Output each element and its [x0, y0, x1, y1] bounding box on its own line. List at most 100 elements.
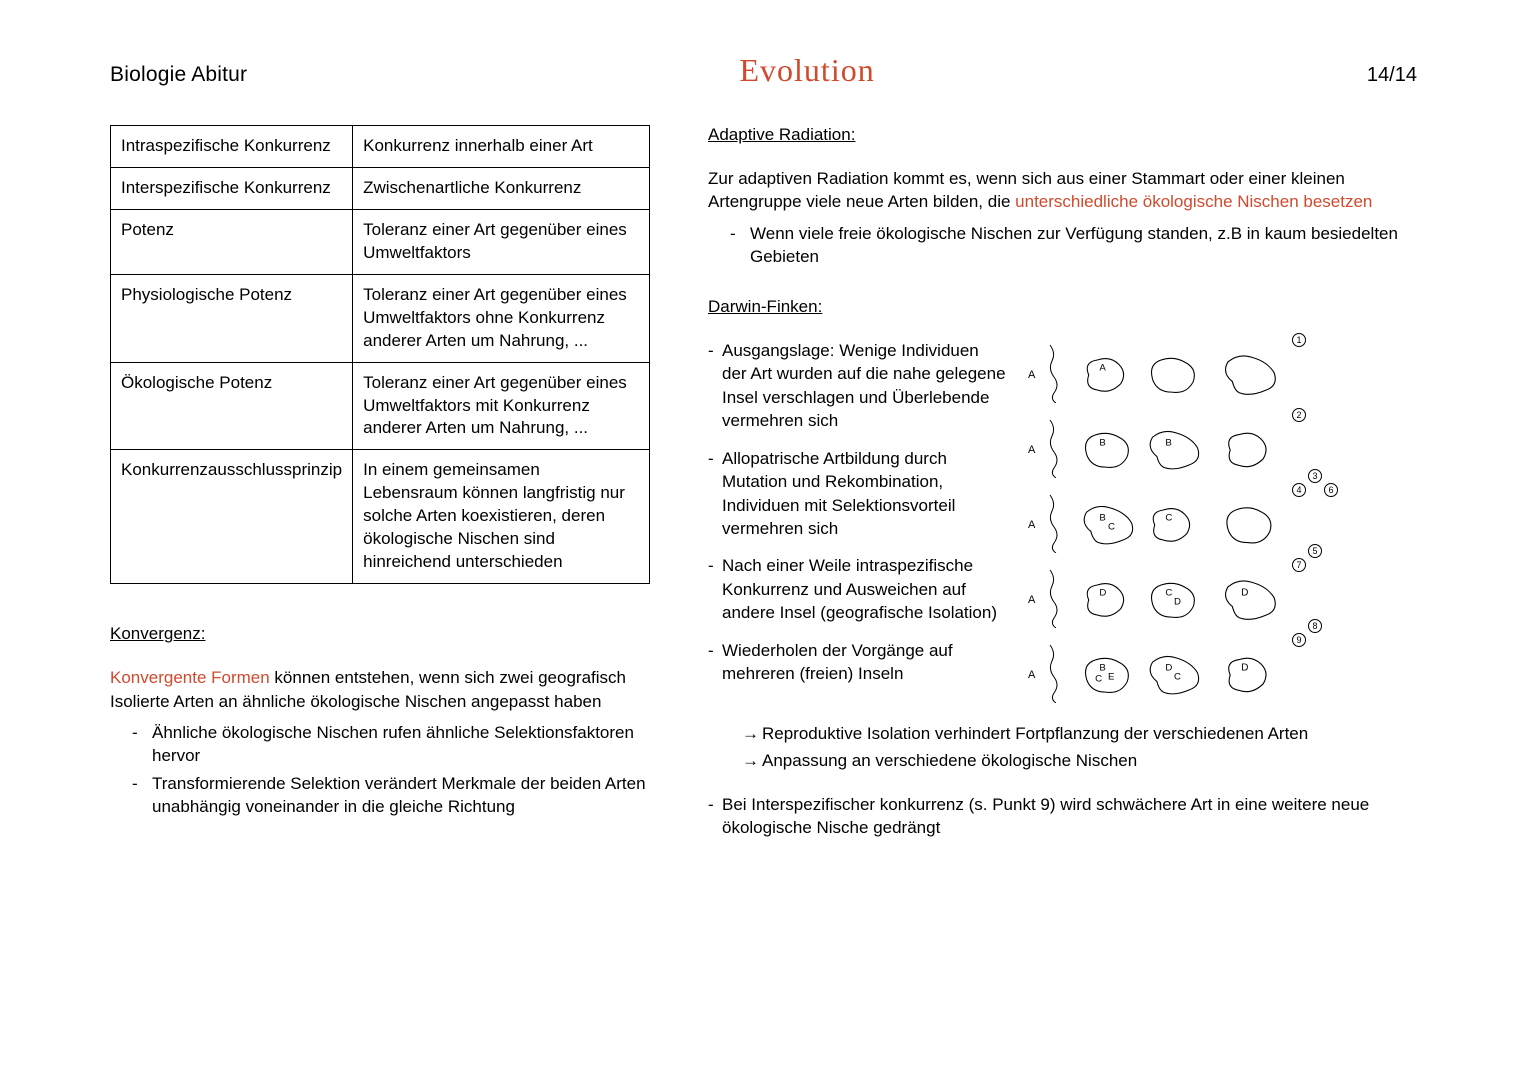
- svg-text:C: C: [1174, 672, 1181, 683]
- term-cell: Potenz: [111, 209, 353, 274]
- svg-text:C: C: [1165, 513, 1172, 524]
- definition-cell: Toleranz einer Art gegenüber eines Umwel…: [353, 209, 650, 274]
- island-shape: B: [1078, 428, 1138, 472]
- figure-row: ADCDD78: [1028, 568, 1417, 633]
- island-shape: D: [1210, 578, 1290, 622]
- figure-row-label: A: [1028, 369, 1038, 381]
- definition-cell: Toleranz einer Art gegenüber eines Umwel…: [353, 274, 650, 362]
- island-shape: [1210, 503, 1290, 547]
- definition-cell: In einem gemeinsamen Lebensraum können l…: [353, 450, 650, 584]
- coastline-icon: [1044, 568, 1072, 633]
- adaptive-radiation-lead: Zur adaptiven Radiation kommt es, wenn s…: [708, 167, 1417, 214]
- definition-cell: Toleranz einer Art gegenüber eines Umwel…: [353, 362, 650, 450]
- konvergenz-lead-highlight: Konvergente Formen: [110, 668, 270, 687]
- figure-row-label: A: [1028, 594, 1038, 606]
- term-cell: Interspezifische Konkurrenz: [111, 167, 353, 209]
- darwin-points: Ausgangslage: Wenige Individuen der Art …: [708, 339, 1008, 686]
- term-cell: Konkurrenzausschlussprinzip: [111, 450, 353, 584]
- list-item: Wenn viele freie ökologische Nischen zur…: [750, 222, 1417, 269]
- list-item: Allopatrische Artbildung durch Mutation …: [708, 447, 1008, 541]
- step-number-badge: 9: [1292, 633, 1306, 647]
- darwin-heading: Darwin-Finken:: [708, 297, 1417, 317]
- svg-text:B: B: [1165, 438, 1171, 449]
- step-number-badge: 6: [1324, 483, 1338, 497]
- island-shape: [1210, 353, 1290, 397]
- svg-text:B: B: [1099, 438, 1105, 449]
- svg-text:A: A: [1099, 363, 1106, 374]
- list-item: Nach einer Weile intraspezifische Konkur…: [708, 554, 1008, 624]
- island-shape: CD: [1144, 578, 1204, 622]
- figure-row-label: A: [1028, 444, 1038, 456]
- list-item: Transformierende Selektion verändert Mer…: [152, 772, 650, 819]
- island-shape: BC: [1078, 503, 1138, 547]
- svg-text:D: D: [1165, 663, 1172, 674]
- sub-arrow-item: Anpassung an verschiedene ökologische Ni…: [708, 749, 1417, 772]
- coastline-icon: [1044, 418, 1072, 483]
- svg-text:D: D: [1241, 663, 1248, 674]
- step-number-badge: 3: [1308, 469, 1322, 483]
- term-cell: Intraspezifische Konkurrenz: [111, 126, 353, 168]
- svg-text:C: C: [1165, 588, 1172, 599]
- list-item: Wiederholen der Vorgänge auf mehreren (f…: [708, 639, 1008, 686]
- figure-row: ABCC456: [1028, 493, 1417, 558]
- svg-text:B: B: [1099, 663, 1105, 674]
- header-page-number: 14/14: [1367, 64, 1417, 87]
- konvergenz-lead: Konvergente Formen können entstehen, wen…: [110, 666, 650, 713]
- step-number-badge: 4: [1292, 483, 1306, 497]
- definition-cell: Konkurrenz innerhalb einer Art: [353, 126, 650, 168]
- konvergenz-heading: Konvergenz:: [110, 624, 650, 644]
- island-shape: D: [1078, 578, 1138, 622]
- list-item: Ausgangslage: Wenige Individuen der Art …: [708, 339, 1008, 433]
- adaptive-radiation-bullets: Wenn viele freie ökologische Nischen zur…: [708, 222, 1417, 269]
- svg-text:B: B: [1099, 513, 1105, 524]
- step-number-badge: 2: [1292, 408, 1306, 422]
- adaptive-radiation-heading: Adaptive Radiation:: [708, 125, 1417, 145]
- step-number-badge: 7: [1292, 558, 1306, 572]
- island-shape: [1144, 353, 1204, 397]
- coastline-icon: [1044, 493, 1072, 558]
- svg-text:C: C: [1095, 674, 1102, 685]
- definitions-table: Intraspezifische KonkurrenzKonkurrenz in…: [110, 125, 650, 584]
- darwin-finches-figure: AA1ABB23ABCC456ADCDD78ABECDCD9: [1028, 339, 1417, 718]
- figure-row-label: A: [1028, 519, 1038, 531]
- figure-row: ABB23: [1028, 418, 1417, 483]
- svg-text:C: C: [1108, 522, 1115, 533]
- table-row: Physiologische PotenzToleranz einer Art …: [111, 274, 650, 362]
- svg-text:E: E: [1108, 672, 1114, 683]
- coastline-icon: [1044, 643, 1072, 708]
- island-shape: B: [1144, 428, 1204, 472]
- header-subject: Biologie Abitur: [110, 63, 247, 87]
- term-cell: Physiologische Potenz: [111, 274, 353, 362]
- table-row: Ökologische PotenzToleranz einer Art geg…: [111, 362, 650, 450]
- step-number-badge: 5: [1308, 544, 1322, 558]
- figure-row-label: A: [1028, 669, 1038, 681]
- island-shape: C: [1144, 503, 1204, 547]
- table-row: PotenzToleranz einer Art gegenüber eines…: [111, 209, 650, 274]
- island-shape: BEC: [1078, 653, 1138, 697]
- table-row: Intraspezifische KonkurrenzKonkurrenz in…: [111, 126, 650, 168]
- list-item: Ähnliche ökologische Nischen rufen ähnli…: [152, 721, 650, 768]
- darwin-final-point: Bei Interspezifischer konkurrenz (s. Pun…: [708, 793, 1417, 840]
- figure-row: AA1: [1028, 343, 1417, 408]
- figure-row: ABECDCD9: [1028, 643, 1417, 708]
- page-header: Biologie Abitur Evolution 14/14: [110, 52, 1417, 89]
- header-title: Evolution: [739, 52, 874, 89]
- island-shape: D: [1210, 653, 1290, 697]
- coastline-icon: [1044, 343, 1072, 408]
- adaptive-radiation-lead-highlight: unterschiedliche ökologische Nischen bes…: [1015, 192, 1372, 211]
- table-row: KonkurrenzausschlussprinzipIn einem geme…: [111, 450, 650, 584]
- table-row: Interspezifische KonkurrenzZwischenartli…: [111, 167, 650, 209]
- definition-cell: Zwischenartliche Konkurrenz: [353, 167, 650, 209]
- svg-text:D: D: [1174, 597, 1181, 608]
- step-number-badge: 1: [1292, 333, 1306, 347]
- island-shape: [1210, 428, 1290, 472]
- term-cell: Ökologische Potenz: [111, 362, 353, 450]
- svg-text:D: D: [1241, 588, 1248, 599]
- step-number-badge: 8: [1308, 619, 1322, 633]
- island-shape: DC: [1144, 653, 1204, 697]
- darwin-final-text: Bei Interspezifischer konkurrenz (s. Pun…: [708, 793, 1417, 840]
- island-shape: A: [1078, 353, 1138, 397]
- sub-arrow-item: Reproduktive Isolation verhindert Fortpf…: [708, 722, 1417, 745]
- darwin-sub-arrows: Reproduktive Isolation verhindert Fortpf…: [708, 722, 1417, 773]
- svg-text:D: D: [1099, 588, 1106, 599]
